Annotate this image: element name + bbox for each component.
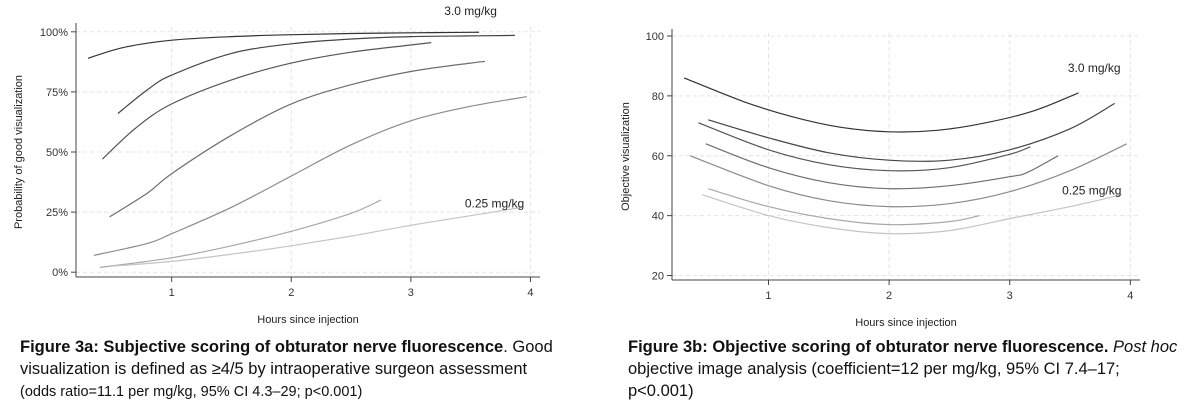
y-tick-label: 0% [52, 267, 68, 279]
series-annotation: 3.0 mg/kg [1068, 61, 1121, 75]
y-tick-label: 40 [652, 211, 664, 223]
y-axis-title: Probability of good visualization [13, 75, 25, 229]
series-line [109, 60, 486, 218]
x-axis-title: Hours since injection [855, 317, 957, 329]
series-line [111, 206, 523, 267]
figure-3b-caption-text: objective image analysis (coefficient=12… [628, 360, 1120, 400]
series-line [117, 34, 515, 114]
series-line [683, 77, 1079, 133]
series-line [101, 42, 432, 160]
series-annotation: 0.25 mg/kg [1062, 184, 1121, 198]
y-tick-label: 100 [646, 31, 664, 43]
figure-3a-caption-stats: (odds ratio=11.1 per mg/kg, 95% CI 4.3–2… [20, 384, 363, 400]
y-axis-title: Objective visualization [620, 102, 632, 211]
x-tick-label: 2 [886, 290, 892, 302]
series-line [93, 96, 527, 256]
x-tick-label: 4 [527, 287, 533, 299]
series-line [698, 122, 1031, 172]
x-axis-title: Hours since injection [257, 314, 359, 326]
x-tick-label: 3 [1007, 290, 1013, 302]
objective-scoring-chart: 1 2 3 4 20 40 60 80 100 Hours since injection Obje… [620, 29, 1140, 329]
figure-3a-caption-text: . Good visualization is defined as ≥4/5 … [20, 338, 553, 378]
y-tick-label: 25% [46, 207, 68, 219]
x-tick-label: 2 [288, 287, 294, 299]
figure-3a-caption-title: Figure 3a: Subjective scoring of obturat… [20, 338, 504, 356]
series-annotation: 0.25 mg/kg [465, 196, 524, 210]
series-annotation: 3.0 mg/kg [444, 4, 497, 18]
figure-3b-caption-title: Figure 3b: Objective scoring of obturato… [628, 338, 1109, 356]
series-line [708, 102, 1115, 162]
series-line [689, 143, 1127, 208]
figure-3b-caption: Figure 3b: Objective scoring of obturato… [628, 336, 1188, 402]
x-tick-label: 1 [765, 290, 771, 302]
y-tick-label: 50% [46, 147, 68, 159]
figure-3b-caption-italic: Post hoc [1113, 338, 1178, 356]
y-tick-label: 100% [40, 27, 68, 39]
y-tick-label: 60 [652, 151, 664, 163]
series-line [87, 31, 480, 59]
x-tick-label: 3 [408, 287, 414, 299]
figure-3a-caption: Figure 3a: Subjective scoring of obturat… [20, 336, 610, 403]
y-tick-label: 80 [652, 91, 664, 103]
series-line [702, 194, 1123, 235]
x-tick-label: 1 [169, 287, 175, 299]
subjective-scoring-chart: 1 2 3 4 0% 25% 50% 75% 100% Hours since injection… [13, 4, 540, 326]
series-line [99, 199, 382, 268]
series-line [705, 143, 1059, 190]
series-line [708, 188, 980, 226]
x-tick-label: 4 [1127, 290, 1133, 302]
y-tick-label: 20 [652, 271, 664, 283]
y-tick-label: 75% [46, 87, 68, 99]
